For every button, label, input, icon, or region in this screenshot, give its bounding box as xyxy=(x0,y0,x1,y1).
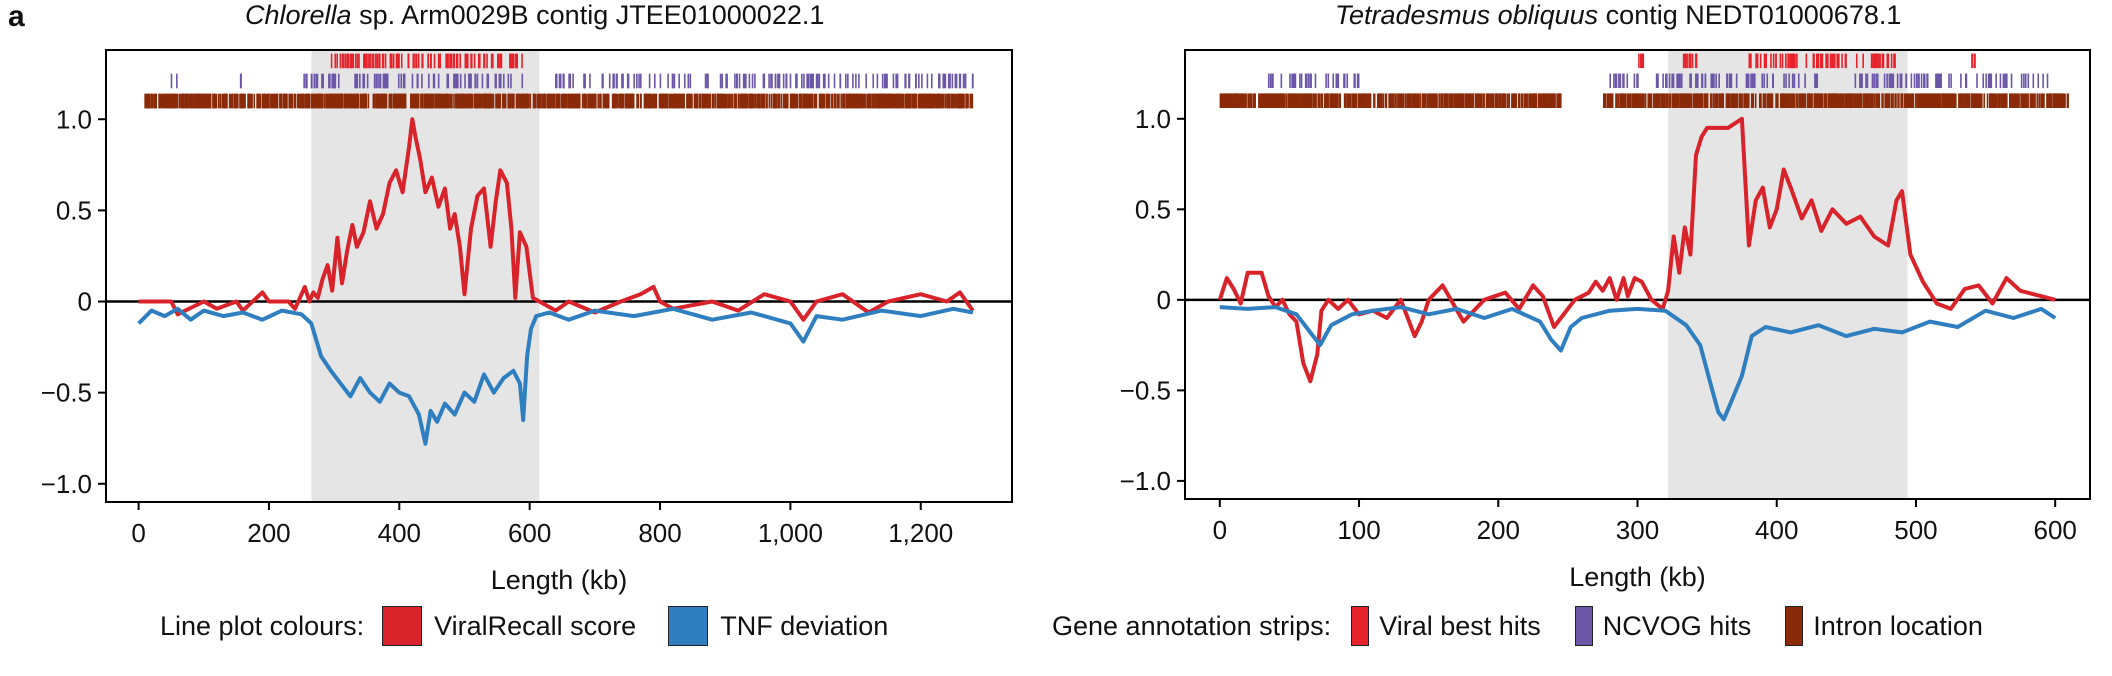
legend-line-title: Line plot colours: xyxy=(160,610,365,641)
panel-letter: a xyxy=(8,0,25,33)
y-tick-label: 0 xyxy=(1157,285,1171,315)
strip-ncvog xyxy=(170,73,974,89)
x-tick-label: 1,200 xyxy=(888,518,953,548)
chart-title-1-rest: sp. Arm0029B contig JTEE01000022.1 xyxy=(351,0,825,30)
legend-swatch-viral-score xyxy=(382,606,423,646)
x-tick-label: 200 xyxy=(247,518,290,548)
legend-label-tnf: TNF deviation xyxy=(720,610,889,641)
chart-title-2-italic: Tetradesmus obliquus xyxy=(1335,0,1599,30)
chart-title-2-rest: contig NEDT01000678.1 xyxy=(1598,0,1902,30)
x-axis-label: Length (kb) xyxy=(1569,562,1706,592)
legend-line-colours: Line plot colours: ViralRecall score TNF… xyxy=(160,606,902,646)
shaded-region xyxy=(1668,50,1908,499)
y-tick-label: 0.5 xyxy=(56,195,92,225)
legend-label-viral-hits: Viral best hits xyxy=(1379,610,1541,641)
series-line-tnf xyxy=(1219,305,2057,422)
x-tick-label: 400 xyxy=(378,518,421,548)
y-tick-label: 1.0 xyxy=(1135,104,1171,134)
y-tick-label: −1.0 xyxy=(1120,466,1171,496)
x-tick-label: 1,000 xyxy=(758,518,823,548)
series-line-viral_score xyxy=(1217,116,2056,384)
x-tick-label: 400 xyxy=(1755,515,1798,545)
strip-intron xyxy=(144,93,974,109)
chart-panel-2: 1.0 0.5 0 −0.5 −1.0 0 100 200 300 400 500 600 Length… xyxy=(1120,49,2091,592)
x-tick-label: 200 xyxy=(1477,515,1520,545)
legend-strip-title: Gene annotation strips: xyxy=(1052,610,1332,641)
y-tick-label: 1.0 xyxy=(56,104,92,134)
strip-intron xyxy=(1219,93,2069,108)
strip-ncvog xyxy=(1267,73,2049,89)
x-tick-label: 300 xyxy=(1616,515,1659,545)
y-tick-label: −0.5 xyxy=(41,378,92,408)
legend-label-intron: Intron location xyxy=(1813,610,1983,641)
shaded-region xyxy=(311,50,540,502)
plot-frame xyxy=(1184,49,2091,500)
x-tick-label: 600 xyxy=(2033,515,2076,545)
strip-viral xyxy=(1638,53,1976,69)
chart-title-1-italic: Chlorella xyxy=(245,0,352,30)
legend-annotation-strips: Gene annotation strips: Viral best hits … xyxy=(1052,606,1997,646)
y-tick-label: −1.0 xyxy=(41,469,92,499)
figure-canvas: 1.0 0.5 0 −0.5 −1.0 0 200 400 600 800 1,000 1,200 Le… xyxy=(41,49,2091,595)
legend-swatch-viral-hits xyxy=(1351,606,1370,646)
y-tick-label: 0 xyxy=(78,287,92,317)
chart-title-1: Chlorella sp. Arm0029B contig JTEE010000… xyxy=(245,0,824,31)
series-line-viral_score xyxy=(138,117,975,322)
legend-swatch-tnf xyxy=(668,606,709,646)
plot-frame xyxy=(105,49,1013,503)
x-tick-label: 800 xyxy=(638,518,681,548)
x-tick-label: 600 xyxy=(508,518,551,548)
x-tick-label: 0 xyxy=(1213,515,1227,545)
strip-viral xyxy=(330,53,523,69)
legend-label-ncvog: NCVOG hits xyxy=(1602,610,1752,641)
legend-swatch-ncvog xyxy=(1574,606,1593,646)
y-tick-label: 0.5 xyxy=(1135,194,1171,224)
legend-label-viral-score: ViralRecall score xyxy=(434,610,637,641)
x-tick-label: 0 xyxy=(131,518,145,548)
series-line-tnf xyxy=(137,306,974,446)
x-axis-label: Length (kb) xyxy=(491,565,628,595)
legend-swatch-intron xyxy=(1785,606,1804,646)
y-tick-label: −0.5 xyxy=(1120,375,1171,405)
chart-title-2: Tetradesmus obliquus contig NEDT01000678… xyxy=(1335,0,1901,31)
x-tick-label: 500 xyxy=(1894,515,1937,545)
x-tick-label: 100 xyxy=(1337,515,1380,545)
chart-panel-1: 1.0 0.5 0 −0.5 −1.0 0 200 400 600 800 1,000 1,200 Le… xyxy=(41,49,1013,595)
